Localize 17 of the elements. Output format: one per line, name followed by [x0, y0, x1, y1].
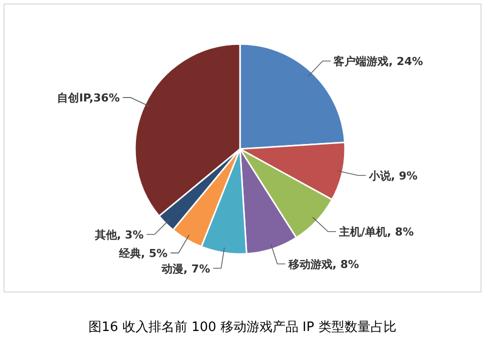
- slice-label: 经典: [118, 246, 141, 260]
- data-label: , 8%: [332, 258, 359, 271]
- data-label: , 7%: [183, 262, 210, 276]
- data-label: , 8%: [387, 226, 414, 239]
- text: 图16 收入排名前 100 移动游戏产品 IP 类型数量占比: [88, 320, 396, 335]
- slice-label: 客户端游戏: [332, 54, 389, 68]
- slice-label: 其他: [94, 228, 118, 242]
- data-label: , 5%: [140, 246, 168, 260]
- slice-label: 小说: [368, 169, 392, 182]
- slice-label: 移动游戏: [287, 258, 332, 271]
- slice-label: 动漫: [160, 262, 184, 276]
- data-label: , 24%: [388, 54, 424, 68]
- slice-label: 自创IP: [57, 92, 92, 105]
- data-label: , 3%: [116, 228, 144, 242]
- data-label: , 9%: [390, 169, 418, 182]
- data-label: ,36%: [89, 92, 120, 105]
- slice-label: 主机/单机: [338, 226, 388, 239]
